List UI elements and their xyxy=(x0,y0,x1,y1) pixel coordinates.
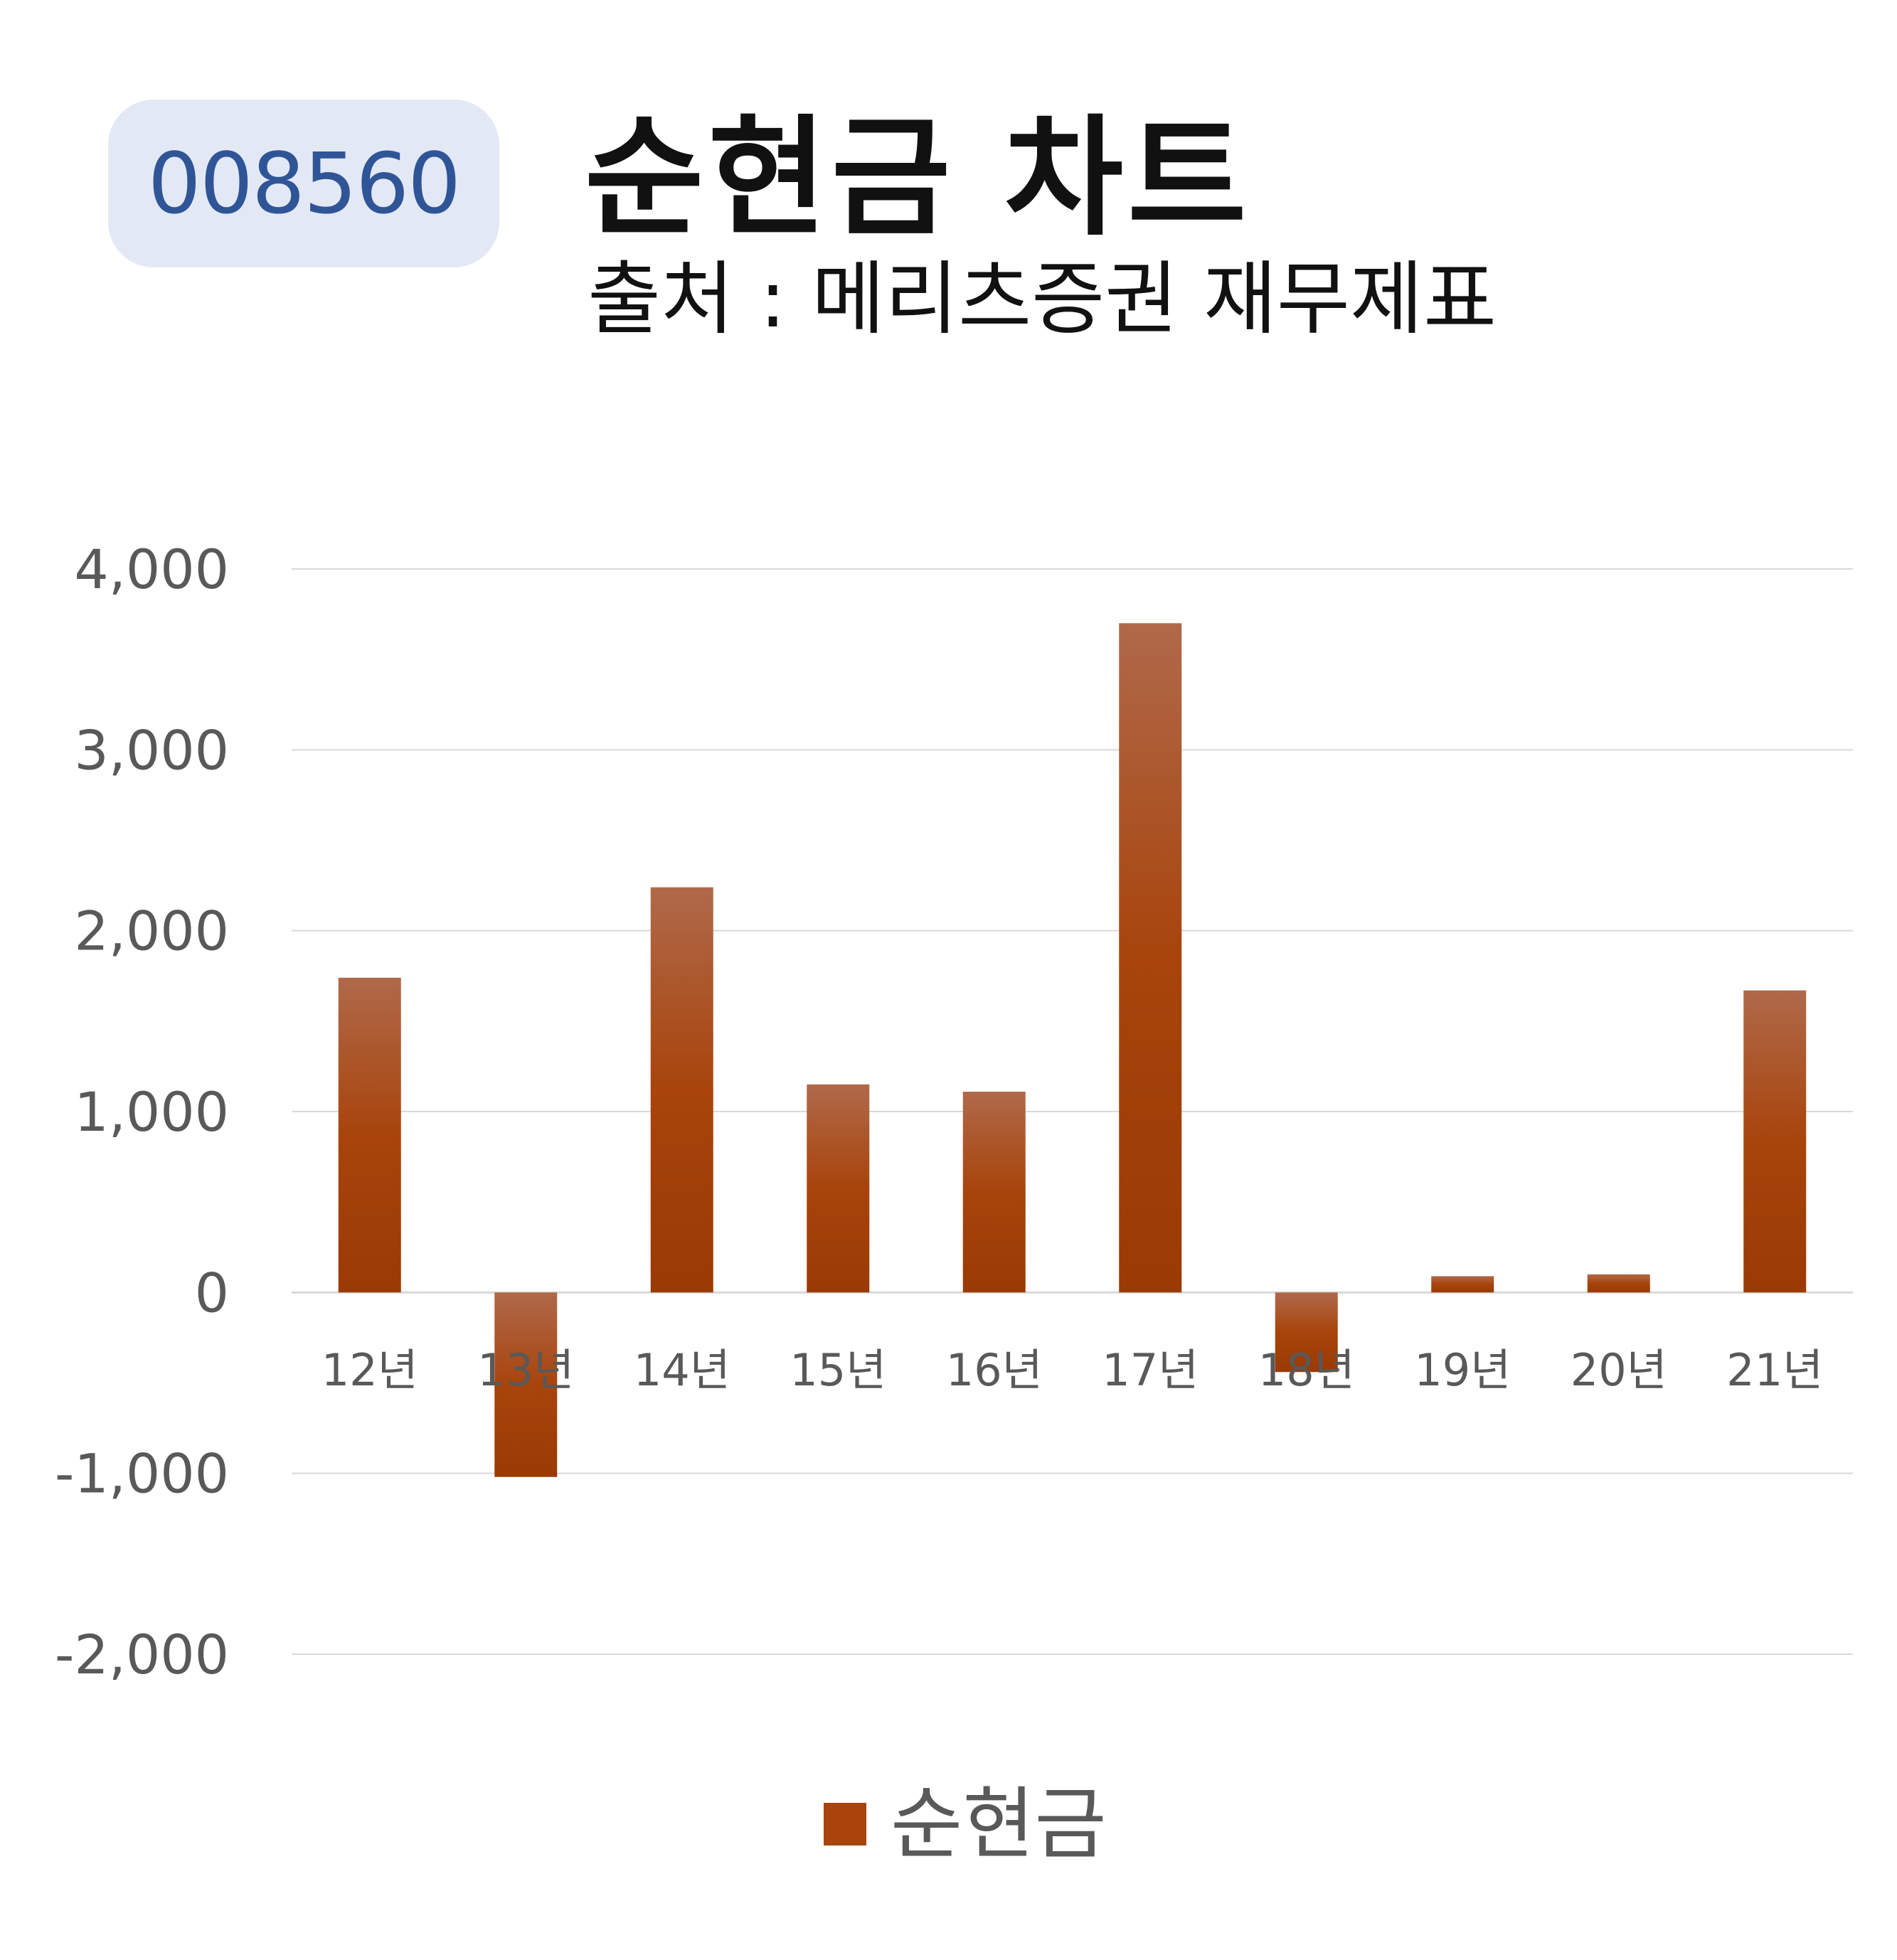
y-tick-label: -1,000 xyxy=(55,1442,229,1506)
x-category-label: 17년 xyxy=(1102,1344,1199,1396)
legend: 순현금 xyxy=(824,1785,1107,1863)
y-tick-label: 4,000 xyxy=(74,538,229,601)
x-category-label: 20년 xyxy=(1571,1344,1667,1396)
y-tick-label: 2,000 xyxy=(74,900,229,963)
x-category-label: 19년 xyxy=(1414,1344,1511,1396)
x-category-label: 18년 xyxy=(1258,1344,1355,1396)
bar-18년 xyxy=(1275,1292,1338,1373)
x-category-label: 15년 xyxy=(790,1344,886,1396)
y-tick-label: 0 xyxy=(195,1261,229,1324)
bar-13년 xyxy=(494,1292,558,1477)
x-category-label: 14년 xyxy=(634,1344,730,1396)
grid-lines xyxy=(292,568,1853,1655)
y-axis-labels: 4,000 3,000 2,000 1,000 0 -1,000 -2,000 xyxy=(55,538,229,1686)
chart-title: 순현금 차트 xyxy=(585,102,1251,253)
bar-16년 xyxy=(962,1092,1026,1293)
bar-17년 xyxy=(1119,623,1182,1293)
stock-code-badge: 008560 xyxy=(108,100,499,267)
bars xyxy=(338,623,1807,1477)
chart-subtitle: 출처 : 메리츠증권 재무제표 xyxy=(588,253,1497,346)
x-category-label: 12년 xyxy=(322,1344,418,1396)
legend-label: 순현금 xyxy=(891,1779,1107,1870)
bar-20년 xyxy=(1587,1274,1650,1293)
bar-21년 xyxy=(1743,990,1807,1293)
bar-15년 xyxy=(807,1084,870,1293)
x-category-label: 21년 xyxy=(1726,1344,1823,1396)
bar-19년 xyxy=(1431,1276,1494,1293)
bar-12년 xyxy=(338,977,401,1293)
stock-code: 008560 xyxy=(147,134,461,233)
legend-swatch xyxy=(824,1803,866,1846)
x-axis-labels: 12년 13년 14년 15년 16년 17년 18년 19년 20년 21년 xyxy=(322,1344,1823,1396)
y-tick-label: -2,000 xyxy=(55,1623,229,1686)
y-tick-label: 3,000 xyxy=(74,718,229,782)
x-category-label: 16년 xyxy=(946,1344,1043,1396)
x-category-label: 13년 xyxy=(477,1344,574,1396)
y-tick-label: 1,000 xyxy=(74,1080,229,1144)
bar-14년 xyxy=(650,887,713,1293)
